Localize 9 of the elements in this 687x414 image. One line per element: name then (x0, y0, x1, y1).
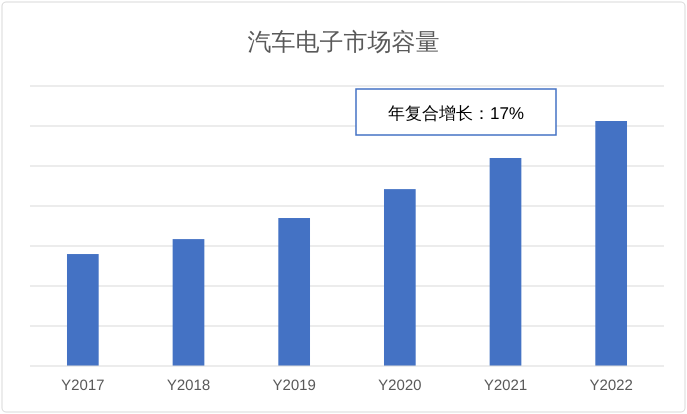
chart-title: 汽车电子市场容量 (248, 29, 440, 56)
picture-note-box: 年复合增长：17% (355, 88, 557, 136)
x-tick-label: Y2019 (272, 377, 316, 394)
x-tick-label: Y2020 (378, 377, 422, 394)
x-tick-label: Y2022 (589, 377, 633, 394)
annotation: 年复合增长：17% (388, 104, 524, 123)
x-tick-label: Y2017 (61, 377, 105, 394)
x-tick-label: Y2021 (484, 377, 528, 394)
x-tick-label: Y2018 (166, 377, 210, 394)
